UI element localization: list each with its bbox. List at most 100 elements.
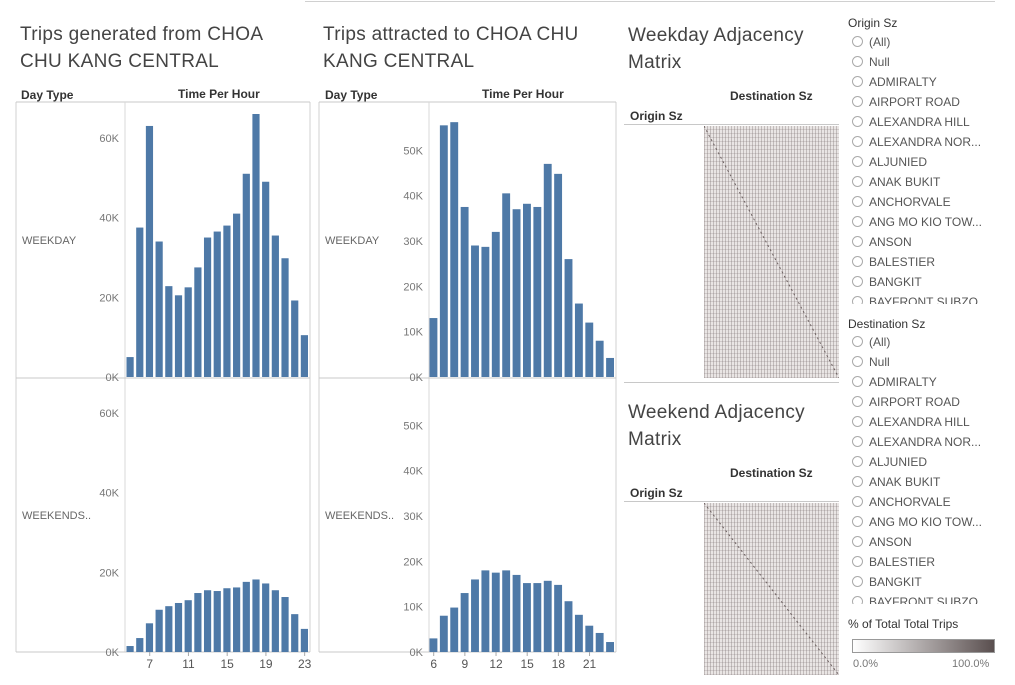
x-tick-label: 15 [521,657,535,671]
radio-button-icon[interactable] [852,176,863,188]
destination-filter-option-label: ALEXANDRA HILL [869,415,970,429]
radio-button-icon[interactable] [852,356,863,368]
origin-filter-option[interactable]: ANSON [852,234,912,250]
radio-button-icon[interactable] [852,236,863,248]
origin-filter-list[interactable]: (All) Null ADMIRALTY AIRPORT ROAD ALEXANDRA … [846,34,1006,304]
bar [574,303,583,377]
origin-filter-option[interactable]: BANGKIT [852,274,922,290]
destination-filter-option-label: AIRPORT ROAD [869,395,960,409]
destination-filter-option[interactable]: AIRPORT ROAD [852,394,960,410]
bar [512,574,521,652]
destination-filter-option-label: ANSON [869,535,912,549]
bar [145,623,154,652]
top-rule [305,1,995,2]
radio-button-icon[interactable] [852,436,863,448]
origin-filter-option[interactable]: ALEXANDRA HILL [852,114,970,130]
radio-button-icon[interactable] [852,496,863,508]
y-tick-label: 60K [99,133,119,145]
radio-button-icon[interactable] [852,596,863,604]
radio-button-icon[interactable] [852,376,863,388]
origin-filter-option[interactable]: ADMIRALTY [852,74,937,90]
radio-button-icon[interactable] [852,476,863,488]
destination-filter-option[interactable]: ANG MO KIO TOW... [852,514,982,530]
destination-filter-option[interactable]: ANCHORVALE [852,494,951,510]
radio-button-icon[interactable] [852,276,863,288]
x-tick-label: 6 [430,657,437,671]
bar [136,638,144,652]
bar [481,246,490,377]
bar [165,286,173,377]
y-tick-label: 40K [99,213,119,225]
radio-button-icon[interactable] [852,196,863,208]
attracted-day-type-header: Day Type [325,88,378,102]
bar [523,583,531,652]
radio-button-icon[interactable] [852,516,863,528]
bar [281,597,289,652]
radio-button-icon[interactable] [852,296,863,304]
destination-filter-option-label: ANCHORVALE [869,495,951,509]
bar [595,340,604,377]
bar [502,570,511,652]
destination-filter-option[interactable]: BAYFRONT SUBZO... [852,594,988,604]
radio-button-icon[interactable] [852,36,863,48]
y-tick-label: 0K [410,647,424,659]
origin-filter-option[interactable]: BALESTIER [852,254,935,270]
destination-filter-list[interactable]: (All) Null ADMIRALTY AIRPORT ROAD ALEXANDRA … [846,334,1006,604]
destination-filter-option-label: ANG MO KIO TOW... [869,515,982,529]
origin-filter-option-label: BAYFRONT SUBZO... [869,295,988,304]
destination-filter-option[interactable]: BANGKIT [852,574,922,590]
bar [502,193,511,377]
radio-button-icon[interactable] [852,96,863,108]
bar [533,583,542,652]
radio-button-icon[interactable] [852,136,863,148]
destination-filter-option[interactable]: ALEXANDRA NOR... [852,434,981,450]
radio-button-icon[interactable] [852,536,863,548]
radio-button-icon[interactable] [852,556,863,568]
origin-filter-option[interactable]: ANG MO KIO TOW... [852,214,982,230]
weekday-adjacency-matrix[interactable] [704,126,839,378]
radio-button-icon[interactable] [852,576,863,588]
origin-filter-option[interactable]: ALJUNIED [852,154,927,170]
origin-filter-option[interactable]: BAYFRONT SUBZO... [852,294,988,304]
destination-filter-option[interactable]: Null [852,354,890,370]
attracted-row-weekday-label: WEEKDAY [325,235,380,247]
destination-filter-option-label: ALEXANDRA NOR... [869,435,982,449]
origin-filter-option[interactable]: Null [852,54,890,70]
radio-button-icon[interactable] [852,216,863,228]
radio-button-icon[interactable] [852,396,863,408]
origin-filter-option-label: BALESTIER [869,255,936,269]
radio-button-icon[interactable] [852,76,863,88]
weekend-adjacency-matrix[interactable] [704,503,839,675]
destination-filter-option-label: ANAK BUKIT [869,475,941,489]
bar [533,206,542,377]
radio-button-icon[interactable] [852,156,863,168]
destination-filter-option[interactable]: ADMIRALTY [852,374,937,390]
origin-filter-option-label: ALJUNIED [869,155,928,169]
y-tick-label: 50K [403,145,423,157]
bar [213,591,221,652]
weekday-matrix-title: Weekday Adjacency Matrix [628,25,804,73]
destination-filter-option[interactable]: ALEXANDRA HILL [852,414,970,430]
radio-button-icon[interactable] [852,336,863,348]
radio-button-icon[interactable] [852,416,863,428]
origin-filter-option[interactable]: ANCHORVALE [852,194,951,210]
destination-filter-option[interactable]: (All) [852,334,890,350]
origin-filter-option[interactable]: ANAK BUKIT [852,174,940,190]
origin-filter-option[interactable]: ALEXANDRA NOR... [852,134,981,150]
bar [233,587,241,652]
weekend-matrix-title: Weekend Adjacency Matrix [628,402,805,450]
radio-button-icon[interactable] [852,256,863,268]
destination-filter-option[interactable]: BALESTIER [852,554,935,570]
generated-row-weekend-label: WEEKENDS.. [22,510,92,522]
bar [155,609,163,652]
radio-button-icon[interactable] [852,56,863,68]
destination-filter-option[interactable]: ALJUNIED [852,454,927,470]
bar [262,181,270,377]
destination-filter-option[interactable]: ANSON [852,534,912,550]
origin-filter-option[interactable]: (All) [852,34,890,50]
radio-button-icon[interactable] [852,456,863,468]
origin-filter-option[interactable]: AIRPORT ROAD [852,94,960,110]
radio-button-icon[interactable] [852,116,863,128]
y-tick-label: 20K [99,292,119,304]
destination-filter-option[interactable]: ANAK BUKIT [852,474,940,490]
